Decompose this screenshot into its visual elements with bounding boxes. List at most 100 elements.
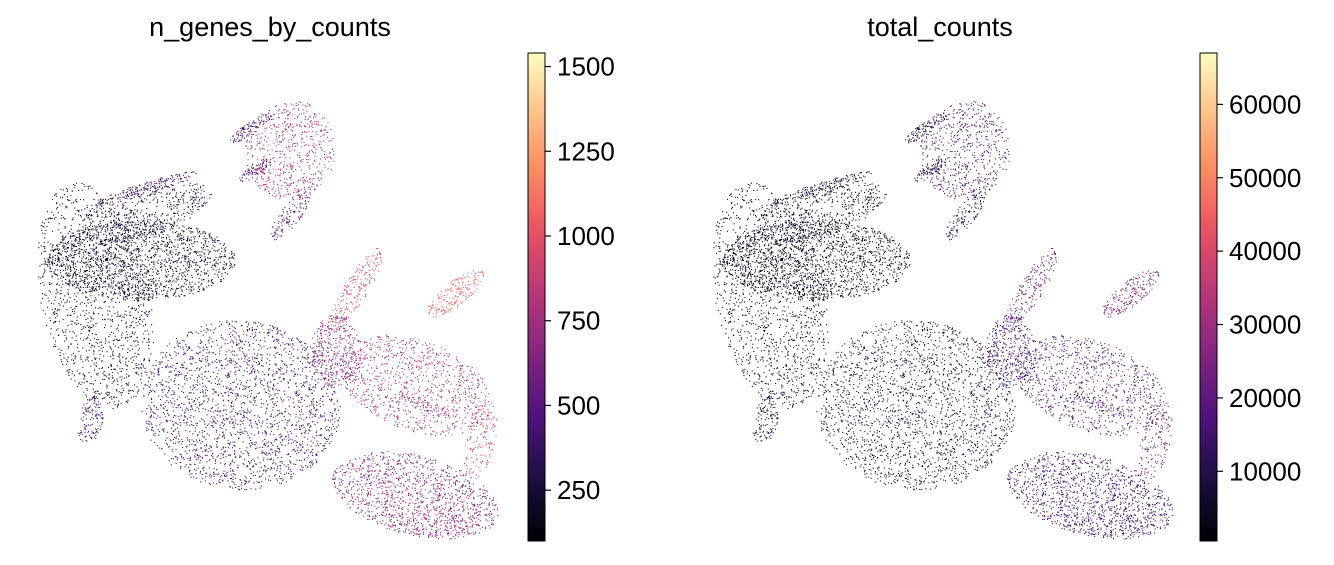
scatter-point [71, 323, 73, 325]
scatter-point [133, 221, 135, 223]
scatter-point [118, 301, 120, 303]
scatter-point [128, 375, 130, 377]
scatter-point [314, 379, 316, 381]
scatter-point [118, 400, 120, 402]
scatter-point [122, 204, 124, 206]
scatter-point [173, 292, 175, 294]
scatter-point [112, 263, 114, 265]
scatter-point [115, 217, 117, 219]
scatter-point [121, 385, 123, 387]
scatter-point [93, 351, 95, 353]
scatter-point [203, 243, 205, 245]
scatter-point [69, 368, 71, 370]
scatter-point [61, 280, 63, 282]
scatter-point [104, 324, 106, 326]
scatter-point [241, 482, 243, 484]
scatter-point [67, 189, 69, 191]
scatter-point [141, 200, 143, 202]
scatter-point [85, 338, 87, 340]
scatter-point [186, 240, 188, 242]
scatter-point [159, 180, 161, 182]
scatter-point [198, 401, 200, 403]
scatter-point [207, 281, 209, 283]
scatter-point [159, 182, 161, 184]
scatter-point [78, 255, 80, 257]
scatter-point [200, 193, 202, 195]
scatter-point [231, 435, 233, 437]
scatter-point [102, 269, 104, 271]
scatter-point [240, 383, 242, 385]
scatter-point [236, 393, 238, 395]
scatter-point [168, 386, 170, 388]
scatter-point [138, 221, 140, 223]
scatter-point [153, 266, 155, 268]
scatter-point [144, 384, 146, 386]
scatter-point [62, 236, 64, 238]
scatter-point [148, 421, 150, 423]
scatter-point [87, 278, 89, 280]
scatter-point [180, 406, 182, 408]
scatter-point [54, 273, 56, 275]
scatter-point [210, 407, 212, 409]
scatter-point [204, 201, 206, 203]
scatter-point [121, 271, 123, 273]
scatter-point [157, 270, 159, 272]
scatter-point [115, 227, 117, 229]
scatter-point [271, 330, 273, 332]
scatter-point [173, 222, 175, 224]
scatter-point [105, 340, 107, 342]
scatter-point [148, 231, 150, 233]
scatter-point [70, 343, 72, 345]
scatter-point [150, 288, 152, 290]
scatter-point [85, 305, 87, 307]
scatter-point [136, 248, 138, 250]
scatter-point [131, 307, 133, 309]
scatter-point [173, 369, 175, 371]
scatter-point [192, 261, 194, 263]
scatter-point [305, 375, 307, 377]
scatter-point [107, 310, 109, 312]
scatter-point [302, 348, 304, 350]
scatter-point [189, 359, 191, 361]
scatter-point [189, 441, 191, 443]
scatter-point [306, 367, 308, 369]
scatter-point [301, 446, 303, 448]
scatter-point [336, 413, 338, 415]
scatter-point [136, 187, 138, 189]
scatter-point [138, 281, 140, 283]
scatter-point [123, 284, 125, 286]
scatter-point [303, 399, 305, 401]
scatter-point [106, 264, 108, 266]
scatter-point [204, 242, 206, 244]
scatter-point [154, 435, 156, 437]
scatter-point [56, 208, 58, 210]
scatter-point [153, 193, 155, 195]
scatter-point [75, 265, 77, 267]
scatter-point [186, 421, 188, 423]
scatter-point [170, 379, 172, 381]
scatter-point [319, 405, 321, 407]
scatter-point [64, 227, 66, 229]
scatter-point [144, 223, 146, 225]
scatter-point [56, 284, 58, 286]
scatter-point [301, 425, 303, 427]
scatter-point [195, 362, 197, 364]
scatter-point [185, 255, 187, 257]
scatter-point [97, 390, 99, 392]
scatter-point [113, 276, 115, 278]
scatter-point [140, 304, 142, 306]
scatter-point [76, 246, 78, 248]
scatter-point [159, 255, 161, 257]
scatter-point [115, 221, 117, 223]
scatter-point [107, 203, 109, 205]
scatter-point [136, 227, 138, 229]
scatter-point [217, 380, 219, 382]
scatter-point [216, 444, 218, 446]
scatter-point [288, 338, 290, 340]
scatter-point [118, 224, 120, 226]
scatter-point [230, 266, 232, 268]
scatter-point [97, 283, 99, 285]
scatter-point [53, 214, 55, 216]
scatter-point [133, 192, 135, 194]
scatter-point [115, 195, 117, 197]
